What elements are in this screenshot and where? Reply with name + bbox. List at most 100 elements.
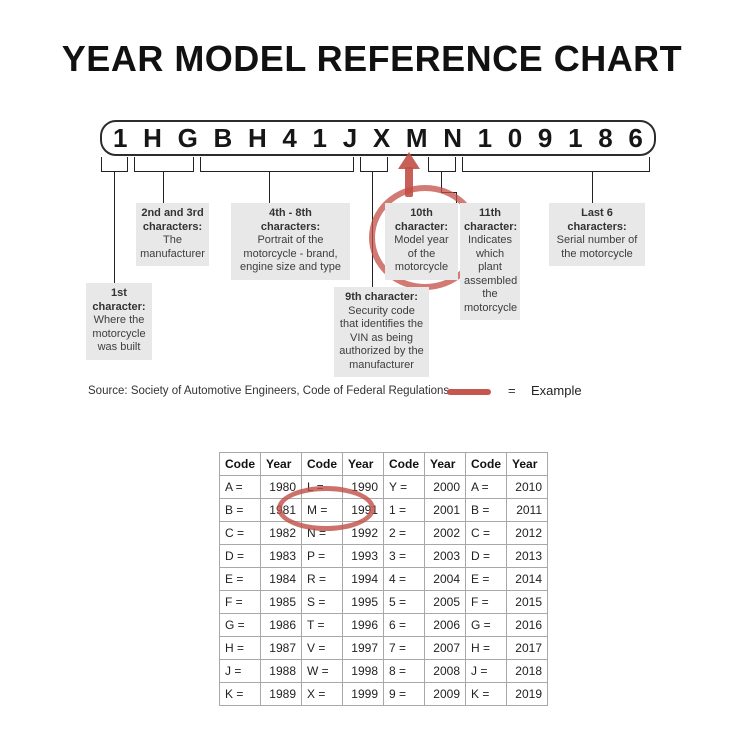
code-cell: D = bbox=[465, 544, 507, 568]
connector-char-1 bbox=[114, 171, 115, 283]
year-cell: 2010 bbox=[506, 475, 548, 499]
connector-last-6 bbox=[592, 171, 593, 203]
example-dash-icon bbox=[447, 389, 491, 395]
table-row: F = 1985 S = 1995 5 = 2005 F = 2015 bbox=[219, 590, 548, 614]
year-cell: 2013 bbox=[506, 544, 548, 568]
vin-character-5: H bbox=[247, 123, 267, 153]
callout-body: Indicates which plant assembled the moto… bbox=[464, 234, 518, 314]
year-cell: 1995 bbox=[342, 590, 384, 614]
callout-heading: 2nd and 3rd characters: bbox=[141, 207, 204, 233]
code-cell: X = bbox=[301, 682, 343, 706]
callout-body: The manufacturer bbox=[140, 234, 205, 260]
year-cell: 1982 bbox=[260, 521, 302, 545]
year-cell: 1985 bbox=[260, 590, 302, 614]
year-cell: 2008 bbox=[424, 659, 466, 683]
legend-equals: = bbox=[508, 383, 516, 398]
callout-heading: 4th - 8th characters: bbox=[260, 207, 321, 233]
code-cell: G = bbox=[219, 613, 261, 637]
callout-body: Serial number of the motorcycle bbox=[556, 234, 638, 260]
callout-heading: 1st character: bbox=[92, 287, 146, 313]
table-row: B = 1981 M = 1991 1 = 2001 B = 2011 bbox=[219, 498, 548, 522]
code-cell: Y = bbox=[383, 475, 425, 499]
table-row: C = 1982 N = 1992 2 = 2002 C = 2012 bbox=[219, 521, 548, 545]
callout-chars-2-3: 2nd and 3rd characters: The manufacturer bbox=[136, 203, 209, 266]
year-cell: 1988 bbox=[260, 659, 302, 683]
year-cell: 2017 bbox=[506, 636, 548, 660]
code-cell: P = bbox=[301, 544, 343, 568]
year-cell: 2009 bbox=[424, 682, 466, 706]
callout-char-10: 10th character: Model year of the motorc… bbox=[385, 203, 458, 280]
callout-body: Model year of the motorcycle bbox=[394, 234, 449, 273]
code-cell: 7 = bbox=[383, 636, 425, 660]
year-cell: 2015 bbox=[506, 590, 548, 614]
code-cell: V = bbox=[301, 636, 343, 660]
code-cell: E = bbox=[219, 567, 261, 591]
year-cell: 2004 bbox=[424, 567, 466, 591]
code-cell: A = bbox=[219, 475, 261, 499]
year-cell: 2005 bbox=[424, 590, 466, 614]
code-cell: B = bbox=[219, 498, 261, 522]
vin-character-16: 8 bbox=[598, 123, 613, 153]
year-cell: 2014 bbox=[506, 567, 548, 591]
code-cell: S = bbox=[301, 590, 343, 614]
year-cell: 2007 bbox=[424, 636, 466, 660]
vin-character-17: 6 bbox=[628, 123, 643, 153]
code-cell: C = bbox=[465, 521, 507, 545]
vin-character-1: 1 bbox=[113, 123, 128, 153]
year-cell: 1984 bbox=[260, 567, 302, 591]
table-row: A = 1980 L = 1990 Y = 2000 A = 2010 bbox=[219, 475, 548, 499]
code-cell: C = bbox=[219, 521, 261, 545]
code-cell: J = bbox=[219, 659, 261, 683]
callout-heading: 11th character: bbox=[464, 207, 518, 233]
code-cell: E = bbox=[465, 567, 507, 591]
example-arrow-shaft bbox=[405, 167, 413, 197]
callout-char-11: 11th character: Indicates which plant as… bbox=[460, 203, 520, 320]
code-cell: 4 = bbox=[383, 567, 425, 591]
table-row: J = 1988 W = 1998 8 = 2008 J = 2018 bbox=[219, 659, 548, 683]
callout-body: Security code that identifies the VIN as… bbox=[339, 304, 424, 371]
table-header-cell: Code bbox=[301, 452, 343, 476]
code-cell: D = bbox=[219, 544, 261, 568]
callout-heading: Last 6 characters: bbox=[567, 207, 627, 233]
vin-character-12: 1 bbox=[477, 123, 493, 153]
source-text: Source: Society of Automotive Engineers,… bbox=[88, 385, 450, 397]
callout-body: Where the motorcycle was built bbox=[92, 314, 146, 353]
vin-character-11: N bbox=[443, 123, 462, 153]
code-cell: 8 = bbox=[383, 659, 425, 683]
callout-body: Portrait of the motorcycle - brand, engi… bbox=[240, 234, 341, 273]
callout-heading: 10th character: bbox=[394, 207, 449, 233]
table-header-cell: Year bbox=[424, 452, 466, 476]
year-cell: 1983 bbox=[260, 544, 302, 568]
year-cell: 2003 bbox=[424, 544, 466, 568]
callout-char-1: 1st character: Where the motorcycle was … bbox=[86, 283, 152, 360]
code-cell: R = bbox=[301, 567, 343, 591]
year-cell: 1998 bbox=[342, 659, 384, 683]
code-cell: F = bbox=[219, 590, 261, 614]
vin-character-13: 0 bbox=[507, 123, 523, 153]
year-cell: 2011 bbox=[506, 498, 548, 522]
code-cell: 2 = bbox=[383, 521, 425, 545]
connector-chars-2-3 bbox=[163, 171, 164, 203]
table-header-cell: Year bbox=[506, 452, 548, 476]
year-cell: 2016 bbox=[506, 613, 548, 637]
code-cell: B = bbox=[465, 498, 507, 522]
year-cell: 1986 bbox=[260, 613, 302, 637]
callout-last-6: Last 6 characters: Serial number of the … bbox=[549, 203, 645, 266]
vin-character-10: M bbox=[405, 123, 428, 153]
bracket-char-1 bbox=[101, 157, 128, 172]
vin-character-15: 1 bbox=[568, 123, 583, 153]
year-cell: 1996 bbox=[342, 613, 384, 637]
callout-char-9: 9th character: Security code that identi… bbox=[334, 287, 429, 377]
table-head: Code Year Code Year Code Year Code Year bbox=[219, 452, 548, 476]
vin-character-2: H bbox=[143, 123, 162, 153]
code-cell: 3 = bbox=[383, 544, 425, 568]
example-arrow-icon bbox=[398, 152, 420, 169]
year-cell: 2006 bbox=[424, 613, 466, 637]
code-cell: K = bbox=[465, 682, 507, 706]
table-row: G = 1986 T = 1996 6 = 2006 G = 2016 bbox=[219, 613, 548, 637]
page-title: YEAR MODEL REFERENCE CHART bbox=[61, 38, 683, 79]
table-header-cell: Code bbox=[465, 452, 507, 476]
callout-chars-4-8: 4th - 8th characters: Portrait of the mo… bbox=[231, 203, 350, 280]
code-cell: H = bbox=[465, 636, 507, 660]
